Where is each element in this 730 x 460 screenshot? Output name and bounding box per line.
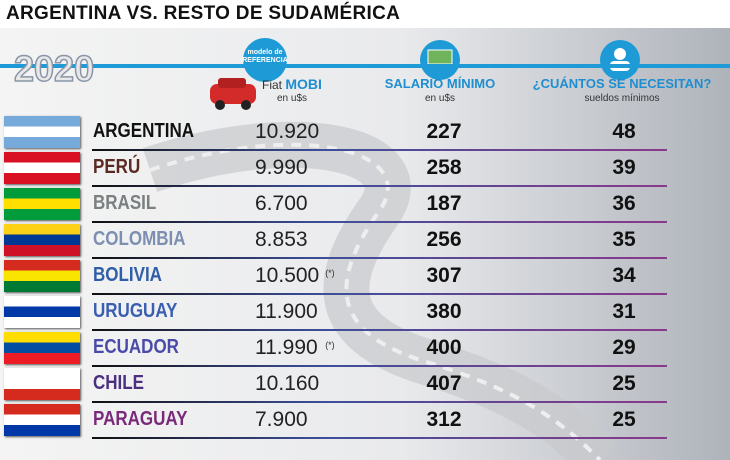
- badge-line: REFERENCIA: [242, 57, 288, 64]
- country: URUGUAY: [93, 300, 178, 322]
- salary: 307: [426, 264, 462, 287]
- needed: 31: [612, 300, 636, 323]
- price-note: (*): [325, 268, 335, 278]
- salary: 258: [426, 156, 462, 179]
- price: 10.500: [255, 264, 320, 287]
- row-line: [92, 329, 667, 331]
- flag: [4, 152, 80, 184]
- row-line: [92, 257, 667, 259]
- row-line: [92, 437, 667, 439]
- flag: [4, 404, 80, 436]
- price: 8.853: [255, 228, 308, 251]
- needed: 34: [612, 264, 636, 287]
- flag: [4, 368, 80, 400]
- price: 11.900: [255, 300, 318, 323]
- model: MOBI: [285, 76, 322, 92]
- country: ARGENTINA: [93, 120, 195, 142]
- needed: 39: [612, 156, 636, 179]
- salary: 187: [426, 192, 462, 215]
- brand: Fiat: [262, 78, 283, 92]
- salary-title: SALARIO MÍNIMO: [384, 76, 496, 91]
- car-brand: Fiat MOBI: [262, 76, 322, 92]
- salary: 312: [426, 408, 462, 431]
- salary: 400: [426, 336, 462, 359]
- car-unit: en u$s: [276, 93, 308, 104]
- country: ECUADOR: [93, 336, 179, 358]
- price: 6.700: [255, 192, 308, 215]
- country: CHILE: [93, 372, 144, 394]
- needed-title: ¿CUÁNTOS SE NECESITAN?: [532, 76, 712, 91]
- price: 9.990: [255, 156, 308, 179]
- price: 10.920: [255, 120, 320, 143]
- header-line: [0, 64, 730, 68]
- country: COLOMBIA: [93, 228, 186, 250]
- row-line: [92, 401, 667, 403]
- needed: 25: [612, 372, 636, 395]
- row-line: [92, 185, 667, 187]
- needed: 29: [612, 336, 636, 359]
- flag: [4, 332, 80, 364]
- flag: [4, 224, 80, 256]
- salary: 227: [426, 120, 462, 143]
- country: PARAGUAY: [93, 408, 188, 430]
- flag: [4, 296, 80, 328]
- needed: 36: [612, 192, 636, 215]
- country: PERÚ: [93, 156, 141, 178]
- row-line: [92, 149, 667, 151]
- price: 10.160: [255, 372, 320, 395]
- price: 7.900: [255, 408, 308, 431]
- country: BOLIVIA: [93, 264, 162, 286]
- salary-unit: en u$s: [424, 93, 456, 104]
- needed: 25: [612, 408, 636, 431]
- title-bar: [0, 0, 730, 28]
- needed: 35: [612, 228, 636, 251]
- flag: [4, 188, 80, 220]
- country: BRASIL: [93, 192, 157, 214]
- needed-unit: sueldos mínimos: [584, 93, 660, 104]
- salary: 256: [426, 228, 462, 251]
- needed: 48: [612, 120, 636, 143]
- title: ARGENTINA VS. RESTO DE SUDAMÉRICA: [6, 3, 401, 24]
- salary: 380: [426, 300, 462, 323]
- salary: 407: [426, 372, 462, 395]
- price-note: (*): [325, 340, 335, 350]
- row-line: [92, 365, 667, 367]
- year: 2020: [13, 47, 95, 90]
- badge-line: modelo de: [247, 49, 283, 56]
- price: 11.990: [255, 336, 318, 359]
- row-line: [92, 221, 667, 223]
- flag: [4, 260, 80, 292]
- row-line: [92, 293, 667, 295]
- flag: [4, 116, 80, 148]
